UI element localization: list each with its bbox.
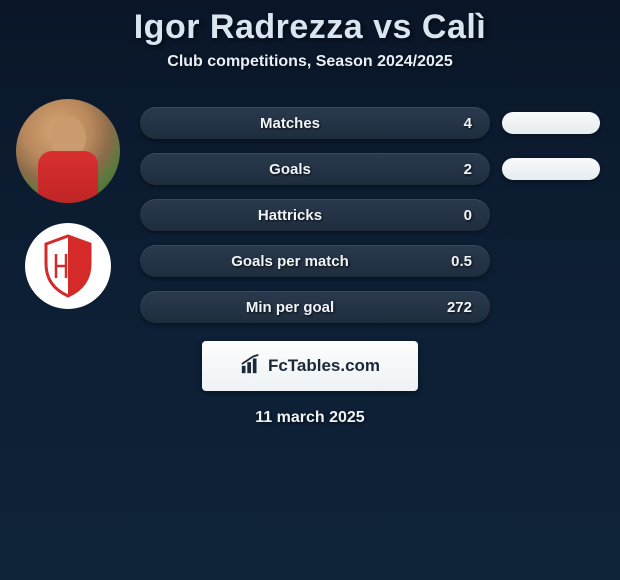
club-shield-icon (42, 234, 94, 298)
stat-row: Goals per match 0.5 (140, 245, 600, 277)
stat-row: Goals 2 (140, 153, 600, 185)
stat-pill-goals: Goals 2 (140, 153, 490, 185)
page-subtitle: Club competitions, Season 2024/2025 (0, 53, 620, 71)
stat-pill-mpg: Min per goal 272 (140, 291, 490, 323)
stat-label: Min per goal (158, 299, 422, 316)
stat-row: Matches 4 (140, 107, 600, 139)
stat-value: 0.5 (422, 253, 472, 270)
stat-label: Goals (158, 161, 422, 178)
stat-pill-gpm: Goals per match 0.5 (140, 245, 490, 277)
brand-text: FcTables.com (268, 356, 380, 376)
stat-value: 2 (422, 161, 472, 178)
stat-pill-hattricks: Hattricks 0 (140, 199, 490, 231)
bar-chart-icon (240, 353, 262, 380)
stat-value: 272 (422, 299, 472, 316)
stat-value: 0 (422, 207, 472, 224)
stat-label: Matches (158, 115, 422, 132)
brand-badge[interactable]: FcTables.com (202, 341, 418, 391)
left-column (8, 99, 128, 309)
stats-rows: Matches 4 Goals 2 Hattricks 0 Goals per … (140, 99, 600, 323)
date-label: 11 march 2025 (0, 409, 620, 427)
stat-row: Min per goal 272 (140, 291, 600, 323)
stat-label: Goals per match (158, 253, 422, 270)
stat-label: Hattricks (158, 207, 422, 224)
stat-value: 4 (422, 115, 472, 132)
opponent-pill (502, 158, 600, 180)
page-title: Igor Radrezza vs Calì (0, 8, 620, 47)
header: Igor Radrezza vs Calì Club competitions,… (0, 0, 620, 71)
club-logo (25, 223, 111, 309)
content-area: Matches 4 Goals 2 Hattricks 0 Goals per … (0, 99, 620, 323)
stat-row: Hattricks 0 (140, 199, 600, 231)
opponent-pill (502, 112, 600, 134)
player-avatar (16, 99, 120, 203)
stat-pill-matches: Matches 4 (140, 107, 490, 139)
